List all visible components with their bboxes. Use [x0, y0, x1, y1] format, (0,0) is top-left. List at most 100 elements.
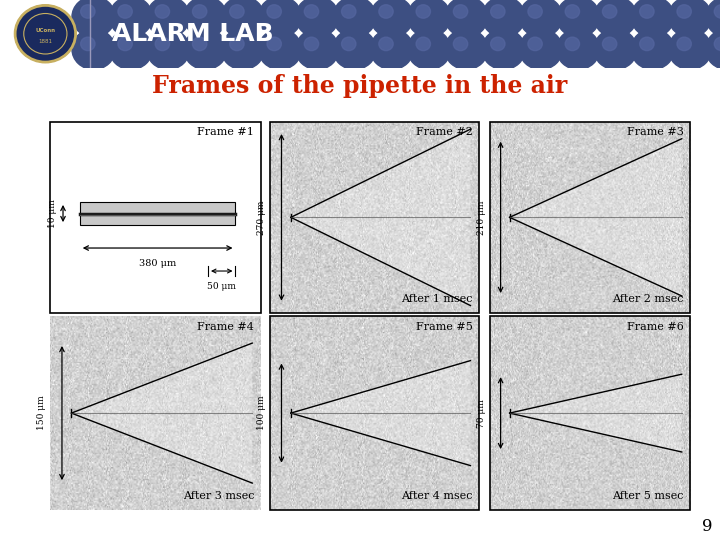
Text: After 2 msec: After 2 msec: [612, 294, 684, 303]
Text: UConn: UConn: [35, 28, 55, 33]
Text: Frame #2: Frame #2: [415, 127, 472, 137]
Circle shape: [528, 5, 542, 18]
Circle shape: [81, 37, 95, 51]
Circle shape: [156, 5, 170, 18]
Circle shape: [668, 0, 711, 37]
Polygon shape: [71, 343, 252, 483]
Circle shape: [416, 5, 431, 18]
Circle shape: [445, 0, 488, 37]
Text: 100 μm: 100 μm: [257, 396, 266, 430]
Text: 70 μm: 70 μm: [477, 399, 486, 428]
Circle shape: [454, 37, 468, 51]
Circle shape: [192, 5, 207, 18]
Circle shape: [557, 29, 600, 70]
Circle shape: [333, 0, 376, 37]
Text: 150 μm: 150 μm: [37, 396, 47, 430]
Circle shape: [230, 37, 244, 51]
Circle shape: [267, 5, 282, 18]
Circle shape: [379, 37, 393, 51]
Text: Frame #6: Frame #6: [627, 322, 684, 332]
Circle shape: [594, 0, 637, 37]
Circle shape: [296, 0, 339, 37]
Circle shape: [565, 5, 580, 18]
Circle shape: [147, 29, 190, 70]
Circle shape: [639, 5, 654, 18]
Circle shape: [528, 37, 542, 51]
Circle shape: [221, 0, 264, 37]
Circle shape: [714, 5, 720, 18]
Circle shape: [416, 37, 431, 51]
Polygon shape: [510, 139, 682, 296]
Circle shape: [258, 0, 302, 37]
Text: Frame #3: Frame #3: [627, 127, 684, 137]
Circle shape: [118, 5, 132, 18]
Polygon shape: [510, 374, 682, 452]
Circle shape: [706, 0, 720, 37]
Circle shape: [156, 37, 170, 51]
Text: ALARM LAB: ALARM LAB: [112, 22, 273, 46]
Text: Frame #5: Frame #5: [415, 322, 472, 332]
Circle shape: [221, 29, 264, 70]
Circle shape: [490, 37, 505, 51]
Circle shape: [15, 5, 76, 62]
Circle shape: [258, 29, 302, 70]
Circle shape: [192, 37, 207, 51]
Text: After 5 msec: After 5 msec: [612, 490, 684, 501]
Text: After 3 msec: After 3 msec: [183, 490, 254, 501]
Circle shape: [370, 29, 413, 70]
Text: Frame #4: Frame #4: [197, 322, 254, 332]
Text: 50 μm: 50 μm: [207, 282, 236, 291]
Circle shape: [147, 0, 190, 37]
Circle shape: [519, 0, 562, 37]
Circle shape: [81, 5, 95, 18]
Circle shape: [305, 5, 319, 18]
Text: 210 μm: 210 μm: [477, 200, 486, 234]
Circle shape: [267, 37, 282, 51]
Circle shape: [482, 29, 525, 70]
Circle shape: [230, 5, 244, 18]
Circle shape: [333, 29, 376, 70]
Circle shape: [445, 29, 488, 70]
Text: 10 μm: 10 μm: [48, 199, 57, 228]
Circle shape: [631, 29, 674, 70]
Text: 9: 9: [702, 518, 713, 535]
Circle shape: [603, 5, 617, 18]
Polygon shape: [80, 202, 235, 225]
Circle shape: [379, 5, 393, 18]
Text: Frames of the pipette in the air: Frames of the pipette in the air: [153, 74, 567, 98]
Circle shape: [639, 37, 654, 51]
Text: 380 μm: 380 μm: [139, 259, 176, 268]
Circle shape: [305, 37, 319, 51]
Circle shape: [677, 37, 691, 51]
Text: After 4 msec: After 4 msec: [401, 490, 472, 501]
Circle shape: [714, 37, 720, 51]
Circle shape: [454, 5, 468, 18]
Circle shape: [184, 0, 227, 37]
Circle shape: [490, 5, 505, 18]
Circle shape: [370, 0, 413, 37]
Circle shape: [341, 5, 356, 18]
Circle shape: [408, 29, 451, 70]
Circle shape: [482, 0, 525, 37]
Text: 270 μm: 270 μm: [257, 200, 266, 234]
Text: Frame #1: Frame #1: [197, 127, 254, 137]
Circle shape: [296, 29, 339, 70]
Circle shape: [557, 0, 600, 37]
Circle shape: [519, 29, 562, 70]
Circle shape: [408, 0, 451, 37]
Circle shape: [677, 5, 691, 18]
Circle shape: [594, 29, 637, 70]
Text: 1881: 1881: [38, 39, 53, 44]
Circle shape: [341, 37, 356, 51]
Circle shape: [72, 0, 115, 37]
Circle shape: [118, 37, 132, 51]
Circle shape: [631, 0, 674, 37]
Circle shape: [184, 29, 227, 70]
Circle shape: [706, 29, 720, 70]
Text: After 1 msec: After 1 msec: [401, 294, 472, 303]
Circle shape: [565, 37, 580, 51]
Polygon shape: [291, 129, 470, 306]
Circle shape: [109, 0, 153, 37]
Polygon shape: [291, 361, 470, 465]
Circle shape: [668, 29, 711, 70]
